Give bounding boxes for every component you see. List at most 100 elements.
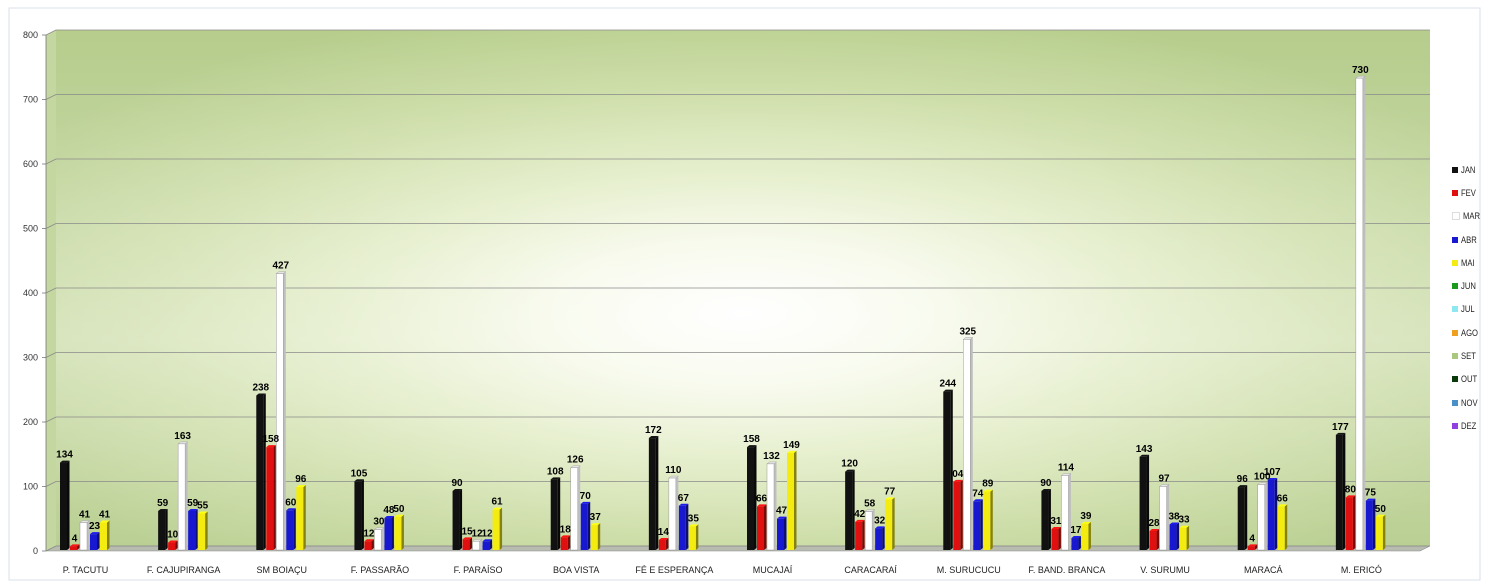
data-label: 30 xyxy=(373,517,385,528)
data-label: 12 xyxy=(482,528,494,539)
data-labels: 1344412341591016359552381584276096105123… xyxy=(56,65,1386,544)
bar xyxy=(1139,456,1147,550)
bar-side xyxy=(391,516,394,550)
bar-top xyxy=(1071,536,1081,539)
bar-top xyxy=(1267,477,1278,480)
bar xyxy=(943,391,951,550)
data-label: 90 xyxy=(1040,478,1052,489)
gridline xyxy=(45,158,1430,165)
bar xyxy=(1345,497,1353,550)
bar-side xyxy=(764,504,767,550)
bar xyxy=(1257,484,1265,551)
data-label: 80 xyxy=(1345,484,1357,495)
bar xyxy=(1071,538,1079,550)
x-tick-label: F. BAND. BRANCA xyxy=(1028,565,1105,575)
data-label: 59 xyxy=(187,498,199,509)
data-label: 50 xyxy=(393,504,405,515)
legend-label: SET xyxy=(1461,351,1476,362)
bar xyxy=(492,509,500,550)
legend-label: OUT xyxy=(1461,374,1478,385)
data-label: 172 xyxy=(645,425,662,436)
legend-swatch xyxy=(1452,376,1458,383)
bar xyxy=(1081,523,1089,550)
data-label: 61 xyxy=(492,497,504,508)
y-tick-label: 100 xyxy=(23,482,38,492)
bar-top xyxy=(354,479,364,482)
bar-side xyxy=(459,488,463,550)
bar-side xyxy=(784,516,787,550)
y-axis: 0 100 200 300 400 500 600 700 800 xyxy=(23,30,47,556)
bar xyxy=(1375,516,1383,550)
bar-top xyxy=(875,526,885,529)
data-label: 66 xyxy=(1277,493,1289,504)
bar-top xyxy=(364,539,374,542)
bar-top xyxy=(1237,485,1248,488)
bar xyxy=(394,516,402,550)
bar-side xyxy=(1264,482,1268,550)
bar xyxy=(747,447,754,550)
legend-item: JUL xyxy=(1452,298,1484,321)
bar-side xyxy=(665,537,669,550)
data-label: 12 xyxy=(363,528,375,539)
data-label: 60 xyxy=(285,497,297,508)
data-label: 74 xyxy=(972,488,984,499)
data-label: 126 xyxy=(567,455,584,466)
legend-item: FEV xyxy=(1452,181,1484,204)
bar xyxy=(580,503,588,550)
y-tick-label: 200 xyxy=(23,417,38,427)
bar-top xyxy=(1335,432,1346,435)
bar-side xyxy=(263,393,266,550)
bar-side xyxy=(67,460,70,550)
bar xyxy=(100,522,107,550)
bar xyxy=(1267,479,1275,550)
bar-side xyxy=(165,508,168,550)
data-label: 427 xyxy=(272,261,289,272)
x-tick-label: MUCAJAÍ xyxy=(753,565,793,575)
data-label: 90 xyxy=(452,478,464,489)
bar xyxy=(276,273,284,551)
bar-side xyxy=(1058,527,1061,550)
chart-border xyxy=(8,7,1481,581)
bar xyxy=(79,522,88,551)
bar-top xyxy=(1081,521,1091,524)
bar xyxy=(560,537,568,550)
bar-side xyxy=(1166,484,1170,550)
data-label: 158 xyxy=(743,434,760,445)
bar xyxy=(1159,486,1167,551)
bar-top xyxy=(885,497,895,500)
bar xyxy=(158,510,166,550)
bar xyxy=(777,518,784,550)
legend-item: NOV xyxy=(1452,391,1484,414)
bar-side xyxy=(950,389,953,550)
data-label: 38 xyxy=(1169,511,1181,522)
data-label: 244 xyxy=(939,379,956,390)
legend-label: DEZ xyxy=(1461,420,1477,431)
bar-top xyxy=(296,485,306,488)
bar xyxy=(953,481,961,550)
bar-top xyxy=(1139,454,1150,457)
bar-side xyxy=(205,511,208,550)
bar-top xyxy=(1149,528,1160,531)
bar-top xyxy=(943,389,953,392)
bar xyxy=(766,463,775,551)
bar-side xyxy=(794,450,797,550)
legend-swatch xyxy=(1452,283,1458,290)
bar-top xyxy=(60,460,70,463)
bar-side xyxy=(195,508,198,550)
bar-top xyxy=(845,469,855,472)
data-label: 149 xyxy=(783,440,800,451)
bar-side xyxy=(970,337,973,550)
bar-side xyxy=(1156,528,1160,550)
data-label: 4 xyxy=(72,533,78,544)
bar xyxy=(1237,487,1245,550)
bar-top xyxy=(688,524,699,527)
data-label: 70 xyxy=(580,491,592,502)
bar-side xyxy=(1254,544,1258,550)
data-label: 163 xyxy=(174,431,191,442)
bar xyxy=(384,518,392,550)
bar-top xyxy=(266,445,276,448)
legend: JAN FEV MAR ABR MAI JUN JUL AGO SET OUT NOV DEZ xyxy=(1452,158,1484,438)
bar-side xyxy=(567,535,571,550)
legend-item: JAN xyxy=(1452,158,1484,181)
bar-side xyxy=(361,479,364,550)
